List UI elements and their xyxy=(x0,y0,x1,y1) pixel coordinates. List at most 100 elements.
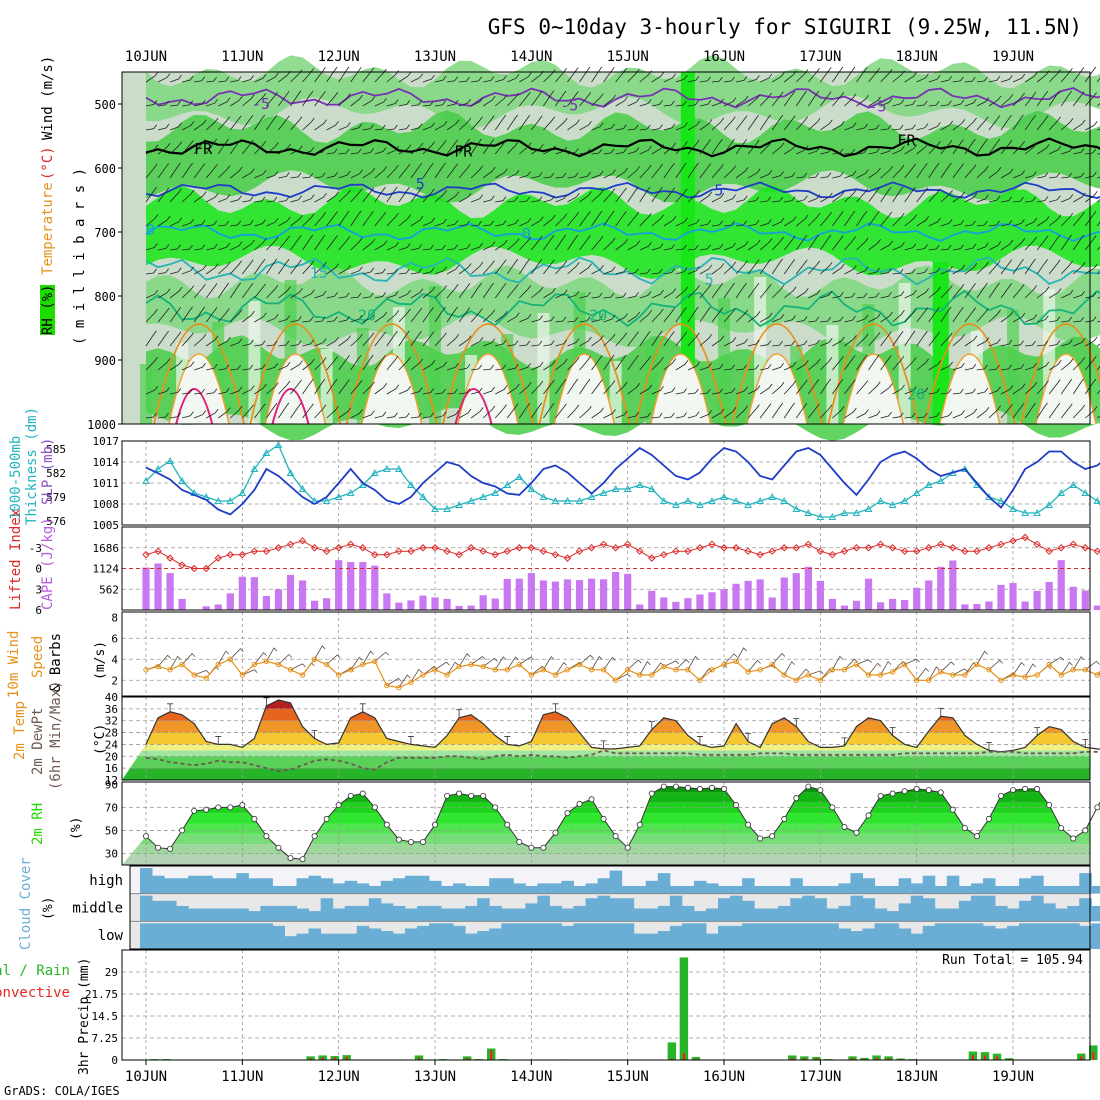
cloud-cell xyxy=(489,878,502,894)
wind-barb xyxy=(844,93,857,107)
wind-barb xyxy=(181,189,195,203)
wind-barb xyxy=(495,220,507,227)
rh-point xyxy=(853,829,860,836)
isotherm-25 xyxy=(153,323,245,425)
wind-barb xyxy=(627,292,639,299)
surface-wind-barb xyxy=(880,660,892,676)
wind-barb xyxy=(386,241,399,251)
surface-wind-barb xyxy=(771,652,786,665)
wind-barb xyxy=(398,100,411,107)
wind-barb xyxy=(567,338,580,347)
wind-barb xyxy=(242,259,254,275)
wind-barb xyxy=(145,144,159,155)
wind-barb xyxy=(916,288,930,299)
wind-barb xyxy=(145,71,159,83)
wind-barb xyxy=(506,140,520,155)
wind-barb xyxy=(639,242,652,251)
wind-barb xyxy=(278,286,291,299)
cloud-cell xyxy=(850,895,864,922)
thickness-point xyxy=(419,492,427,500)
cloud-cell xyxy=(284,885,298,894)
cloud-cell xyxy=(1079,873,1092,894)
wind-barb xyxy=(543,316,555,323)
wind-speed-point xyxy=(1010,672,1016,678)
cloud-cell xyxy=(814,923,827,949)
cloud-cell xyxy=(1019,923,1032,949)
wind-speed-point xyxy=(829,667,836,673)
cloud-cell xyxy=(404,928,418,949)
wind-barb xyxy=(506,283,519,299)
precip-total-bar xyxy=(679,957,689,1060)
wind-barb xyxy=(434,266,447,275)
wind-barb xyxy=(1073,148,1085,155)
wind-barb xyxy=(699,264,713,275)
thickness-point xyxy=(804,508,813,516)
rh-point xyxy=(191,807,198,814)
rh-point xyxy=(347,792,354,799)
wind-barb xyxy=(362,238,376,251)
slp-tick-label: 1011 xyxy=(93,477,120,490)
precip-conv-bar xyxy=(670,1058,674,1060)
wind-barb xyxy=(916,268,928,275)
wind-barb xyxy=(808,194,821,203)
wind-barb xyxy=(278,115,290,131)
cloud-cell xyxy=(453,908,466,922)
wind-barb xyxy=(771,142,785,155)
isotherm-line xyxy=(145,181,1100,199)
wind-barb xyxy=(856,380,869,395)
cloud-cell xyxy=(549,905,562,922)
day-label-top: 12JUN xyxy=(318,49,360,65)
rh-point xyxy=(287,855,294,862)
temp-band xyxy=(122,700,1090,709)
chart-title: GFS 0~10day 3-hourly for SIGUIRI (9.25W,… xyxy=(488,15,1082,39)
wind-barb xyxy=(579,171,591,179)
wind-barb xyxy=(1085,263,1098,275)
temp-minmax-whisker xyxy=(1082,738,1089,748)
wind-barb xyxy=(783,402,795,419)
wind-barb xyxy=(711,138,723,155)
wind-barb xyxy=(459,363,471,371)
wind-barb xyxy=(1073,172,1085,179)
wind-barb xyxy=(723,364,735,371)
thickness-point xyxy=(527,484,536,492)
thickness-point xyxy=(431,504,439,512)
wind-speed-point xyxy=(444,672,450,678)
surface-wind-barb xyxy=(181,653,196,665)
wind-barb xyxy=(181,121,195,131)
wind-barb xyxy=(230,405,243,419)
cloud-cell xyxy=(802,923,815,949)
wind-barb xyxy=(736,220,747,227)
wind-barb xyxy=(748,364,760,371)
wind-barb xyxy=(591,210,603,227)
wind-barb xyxy=(976,194,989,203)
wind-barb xyxy=(1085,148,1097,155)
cloud-cell xyxy=(838,905,851,922)
rh-point xyxy=(733,802,740,809)
wind-barb xyxy=(940,189,953,203)
cloud-cell xyxy=(621,898,635,922)
wind-barb xyxy=(783,380,797,395)
wind-barb xyxy=(1084,92,1097,107)
wind-barb xyxy=(844,265,857,275)
wind-barb xyxy=(1072,357,1086,371)
cape-bar xyxy=(672,601,680,610)
wind-barb xyxy=(278,235,290,251)
wind-barb xyxy=(326,120,339,131)
cloud-cell xyxy=(380,880,394,894)
wind-barb xyxy=(952,410,965,419)
li-point xyxy=(443,547,451,555)
cape-bar xyxy=(961,604,969,610)
cloud-cell xyxy=(441,923,454,949)
wind-barb xyxy=(206,388,218,395)
wind-barb xyxy=(579,191,592,203)
isotherm-label: 20 xyxy=(589,306,607,324)
wind-speed-point xyxy=(348,667,354,673)
wind-barb xyxy=(627,311,641,323)
isotherm-25 xyxy=(1020,323,1100,425)
li-point xyxy=(575,547,584,555)
thickness-tick-label: 576 xyxy=(46,515,66,528)
rh-band xyxy=(122,784,1090,793)
wind-barb xyxy=(254,219,266,227)
wind-barb xyxy=(338,210,350,227)
